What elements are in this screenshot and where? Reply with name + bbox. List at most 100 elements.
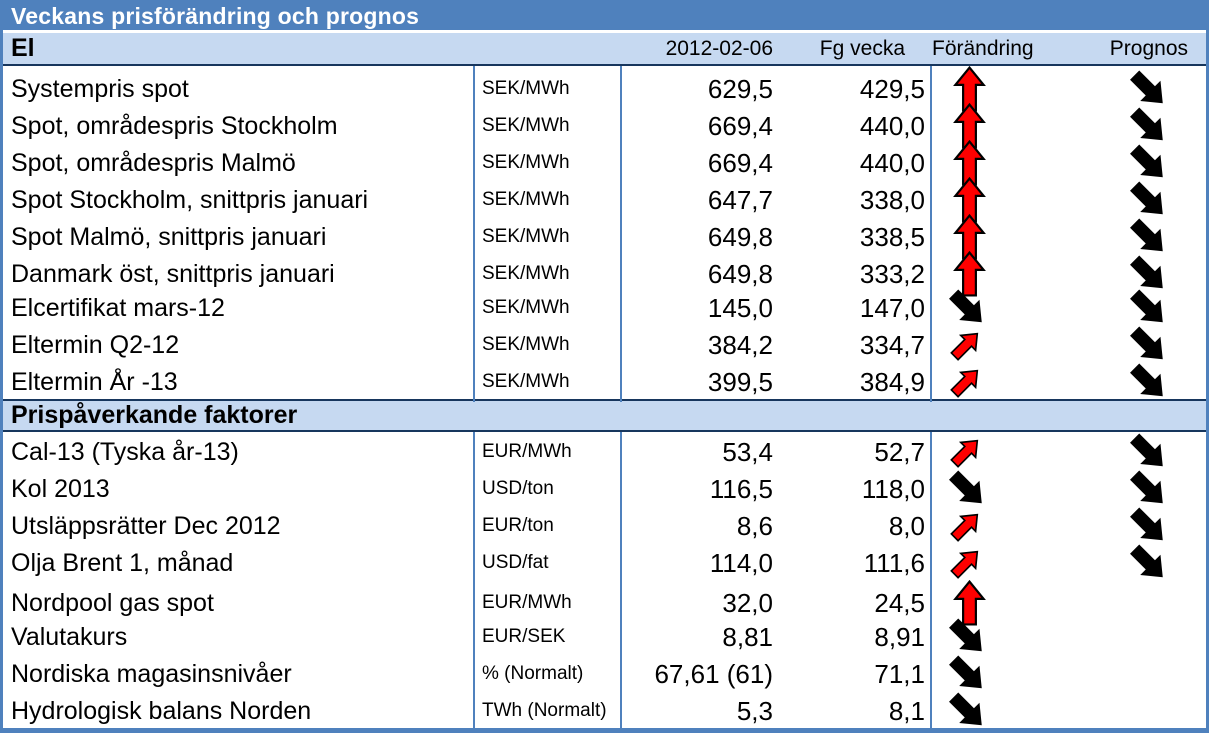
current-value: 8,6 (620, 506, 778, 546)
column-header-change: Förändring (932, 36, 1034, 60)
arrow-down-right-icon (1130, 469, 1163, 509)
change-cell (930, 250, 1065, 297)
change-cell (930, 432, 1065, 472)
page-title-text: Veckans prisförändring och prognos (11, 3, 420, 29)
current-value: 5,3 (620, 691, 778, 728)
arrow-down-right-icon (1130, 432, 1163, 472)
column-header-prev: Fg vecka (819, 36, 905, 60)
previous-value: 8,0 (888, 510, 925, 541)
current-value: 629,5 (620, 66, 778, 112)
instrument-label: Nordpool gas spot (11, 588, 214, 617)
current-value: 399,5 (620, 362, 778, 402)
previous-value: 333,2 (859, 258, 925, 289)
unit-label: EUR/SEK (473, 617, 620, 657)
section-label: El (11, 34, 35, 62)
instrument-label: Spot Malmö, snittpris januari (11, 222, 327, 251)
arrow-down-right-icon (1130, 325, 1163, 365)
forecast-cell (1065, 432, 1206, 472)
unit-label: SEK/MWh (473, 177, 620, 223)
forecast-cell (1065, 325, 1206, 365)
current-value: 67,61 (61) (620, 654, 778, 694)
arrow-down-right-icon (1130, 254, 1163, 294)
current-value: 32,0 (620, 580, 778, 626)
unit-label: SEK/MWh (473, 214, 620, 260)
table-row: Danmark öst, snittpris januari SEK/MWh 649… (3, 250, 1206, 297)
previous-value: 52,7 (874, 436, 925, 467)
unit-label: SEK/MWh (473, 66, 620, 112)
previous-value: 440,0 (859, 147, 925, 178)
change-cell (930, 506, 1065, 546)
current-value: 116,5 (620, 469, 778, 509)
table-row: Nordpool gas spot EUR/MWh 32,0 24,5 (3, 579, 1206, 626)
forecast-cell (1065, 691, 1206, 728)
table-row: Cal-13 (Tyska år-13) EUR/MWh 53,4 52,7 (3, 432, 1206, 472)
table-row: Systempris spot SEK/MWh 629,5 429,5 (3, 65, 1206, 112)
forecast-cell (1065, 506, 1206, 546)
previous-value: 8,91 (874, 621, 925, 652)
arrow-down-right-icon (949, 654, 982, 694)
instrument-label: Utsläppsrätter Dec 2012 (11, 511, 281, 540)
unit-label: % (Normalt) (473, 654, 620, 694)
unit-label: SEK/MWh (473, 251, 620, 297)
page-title: Veckans prisförändring och prognos (3, 3, 1206, 30)
instrument-label: Olja Brent 1, månad (11, 548, 234, 577)
previous-value: 111,6 (863, 547, 925, 578)
unit-label: SEK/MWh (473, 288, 620, 328)
instrument-label: Eltermin Q2-12 (11, 330, 180, 359)
arrow-down-right-icon (1130, 217, 1163, 257)
table-row: Elcertifikat mars-12 SEK/MWh 145,0 147,0 (3, 288, 1206, 328)
table-row: Spot, områdespris Stockholm SEK/MWh 669,4 4… (3, 102, 1206, 149)
arrow-up-right-icon (950, 509, 979, 543)
forecast-cell (1065, 362, 1206, 402)
forecast-cell (1065, 214, 1206, 260)
forecast-cell (1065, 177, 1206, 223)
current-value: 8,81 (620, 617, 778, 657)
arrow-down-right-icon (1130, 180, 1163, 220)
table-row: Spot Stockholm, snittpris januari SEK/MWh… (3, 176, 1206, 223)
arrow-down-right-icon (1130, 143, 1163, 183)
table-row: Olja Brent 1, månad USD/fat 114,0 111,6 (3, 543, 1206, 583)
table-row: Spot Malmö, snittpris januari SEK/MWh 649,… (3, 213, 1206, 260)
arrow-down-right-icon (1130, 288, 1163, 328)
instrument-label: Kol 2013 (11, 474, 110, 503)
current-value: 649,8 (620, 214, 778, 260)
change-cell (930, 654, 1065, 694)
section-header-faktorer: Prispåverkande faktorer (3, 399, 1206, 432)
table-row: Valutakurs EUR/SEK 8,81 8,91 (3, 617, 1206, 657)
current-value: 114,0 (620, 543, 778, 583)
current-value: 145,0 (620, 288, 778, 328)
column-header-date: 2012-02-06 (665, 36, 773, 60)
arrow-down-right-icon (1130, 106, 1163, 146)
table-body: El 2012-02-06 Fg vecka Förändring Prognos Sys… (3, 33, 1206, 728)
forecast-cell (1065, 617, 1206, 657)
arrow-down-right-icon (949, 691, 982, 728)
arrow-down-right-icon (1130, 69, 1163, 109)
current-value: 669,4 (620, 103, 778, 149)
arrow-up-right-icon (950, 435, 979, 469)
unit-label: USD/ton (473, 469, 620, 509)
previous-value: 384,9 (859, 366, 925, 397)
unit-label: SEK/MWh (473, 140, 620, 186)
instrument-label: Spot Stockholm, snittpris januari (11, 185, 369, 214)
table-row: Utsläppsrätter Dec 2012 EUR/ton 8,6 8,0 (3, 506, 1206, 546)
unit-label: TWh (Normalt) (473, 691, 620, 728)
arrow-down-right-icon (1130, 362, 1163, 402)
current-value: 647,7 (620, 177, 778, 223)
forecast-cell (1065, 251, 1206, 297)
arrow-down-right-icon (1130, 543, 1163, 583)
instrument-label: Spot, områdespris Malmö (11, 148, 296, 177)
instrument-label: Eltermin År -13 (11, 367, 178, 396)
unit-label: SEK/MWh (473, 103, 620, 149)
unit-label: USD/fat (473, 543, 620, 583)
change-cell (930, 579, 1065, 626)
arrow-down-right-icon (949, 288, 982, 328)
arrow-down-right-icon (949, 617, 982, 657)
instrument-label: Elcertifikat mars-12 (11, 293, 225, 322)
arrow-up-right-icon (950, 328, 979, 362)
previous-value: 429,5 (859, 73, 925, 104)
arrow-down-right-icon (949, 469, 982, 509)
change-cell (930, 543, 1065, 583)
unit-label: EUR/ton (473, 506, 620, 546)
forecast-cell (1065, 543, 1206, 583)
column-header-forecast: Prognos (1109, 36, 1188, 60)
